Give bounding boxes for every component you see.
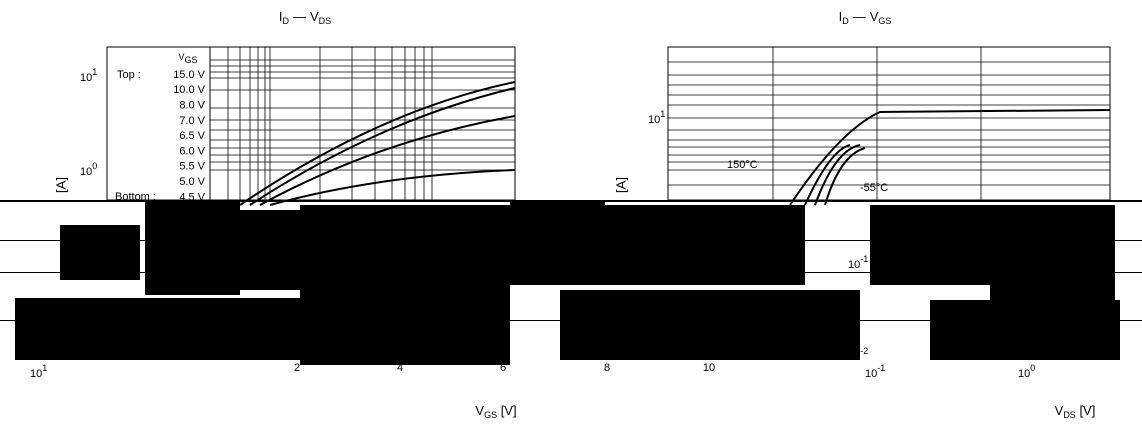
x-tick-label: 101	[30, 363, 47, 380]
legend-entry: 8.0 V	[179, 100, 205, 112]
text-part: GS	[878, 16, 891, 26]
y-tick-label: 10-2	[848, 346, 868, 363]
text-part: -1	[860, 254, 868, 264]
text-part: GS	[484, 410, 497, 420]
chart-title: ID — VGS	[839, 9, 892, 26]
x-tick-label: 4	[397, 362, 403, 374]
right-grid	[667, 46, 1111, 201]
text-part: 10	[848, 351, 860, 363]
text-part: -1	[877, 363, 885, 373]
text-part: DS	[319, 16, 332, 26]
legend-entry: 6.0 V	[179, 145, 205, 157]
text-part: I	[839, 9, 843, 24]
annotation: 150°C	[727, 159, 758, 171]
right-plot-frame	[667, 46, 1111, 201]
text-part: [V]	[1076, 403, 1096, 418]
left-plot-frame	[209, 46, 516, 201]
text-part: 1	[42, 363, 47, 373]
y-unit: [A]	[53, 177, 68, 193]
text-part: 10	[80, 72, 92, 84]
annotation: -55°C	[860, 182, 888, 194]
text-part: 10	[1018, 368, 1030, 380]
text-part: -2	[860, 346, 868, 356]
legend-entry: 4.5 V	[179, 191, 205, 203]
curve	[269, 169, 516, 206]
text-part: 10	[848, 259, 860, 271]
text-part: 0	[1030, 363, 1035, 373]
legend-entry: 5.0 V	[179, 176, 205, 188]
text-part: GS	[185, 55, 198, 65]
text-part: —	[853, 9, 866, 24]
text-part: 10	[865, 368, 877, 380]
curve	[239, 81, 516, 206]
curve	[259, 115, 516, 206]
text-part: 1	[92, 67, 97, 77]
legend-top: Top :	[117, 69, 141, 81]
text-part: V	[178, 52, 184, 62]
x-tick-label: 8	[604, 362, 610, 374]
left-grid	[209, 46, 516, 201]
curve	[814, 144, 861, 206]
text-part: DS	[1063, 410, 1076, 420]
text-part: V	[870, 9, 879, 24]
text-part: I	[279, 9, 283, 24]
text-part: D	[842, 16, 849, 26]
x-axis-label: VDS [V]	[1055, 403, 1096, 420]
x-tick-label: 6	[500, 362, 506, 374]
curves	[239, 81, 1111, 206]
x-tick-label: 10	[703, 362, 715, 374]
x-tick-label: 100	[1018, 363, 1035, 380]
x-tick-label: 10-1	[865, 363, 885, 380]
x-tick-label: 2	[294, 362, 300, 374]
text-part: V	[1055, 403, 1064, 418]
text-part: 10	[648, 114, 660, 126]
text-part: 1	[660, 109, 665, 119]
text-part: 10	[30, 368, 42, 380]
text-part: [V]	[497, 403, 517, 418]
y-tick-label: 100	[80, 161, 97, 178]
legend-header: VGS	[178, 52, 197, 65]
legend-bottom: Bottom :	[115, 191, 156, 203]
y-tick-label: 101	[80, 67, 97, 84]
x-axis-label: VGS [V]	[475, 403, 516, 420]
y-tick-label: 101	[648, 109, 665, 126]
legend-entry: 15.0 V	[173, 69, 205, 81]
curve	[789, 109, 1111, 206]
legend-entry: 6.5 V	[179, 130, 205, 142]
curve	[804, 144, 851, 206]
chart-title: ID — VDS	[279, 9, 331, 26]
noise-blocks	[0, 200, 1142, 365]
text-part: D	[282, 16, 289, 26]
text-part: V	[310, 9, 319, 24]
legend-entry: 10.0 V	[173, 84, 205, 96]
legend-entry: 5.5 V	[179, 161, 205, 173]
curve	[249, 87, 516, 206]
curve	[824, 147, 866, 206]
text-part: 10	[80, 166, 92, 178]
y-tick-label: 10-1	[848, 254, 868, 271]
text-part: 0	[92, 161, 97, 171]
y-unit: [A]	[613, 177, 628, 193]
legend-entry: 7.0 V	[179, 115, 205, 127]
text-part: V	[475, 403, 484, 418]
text-part: —	[293, 9, 306, 24]
